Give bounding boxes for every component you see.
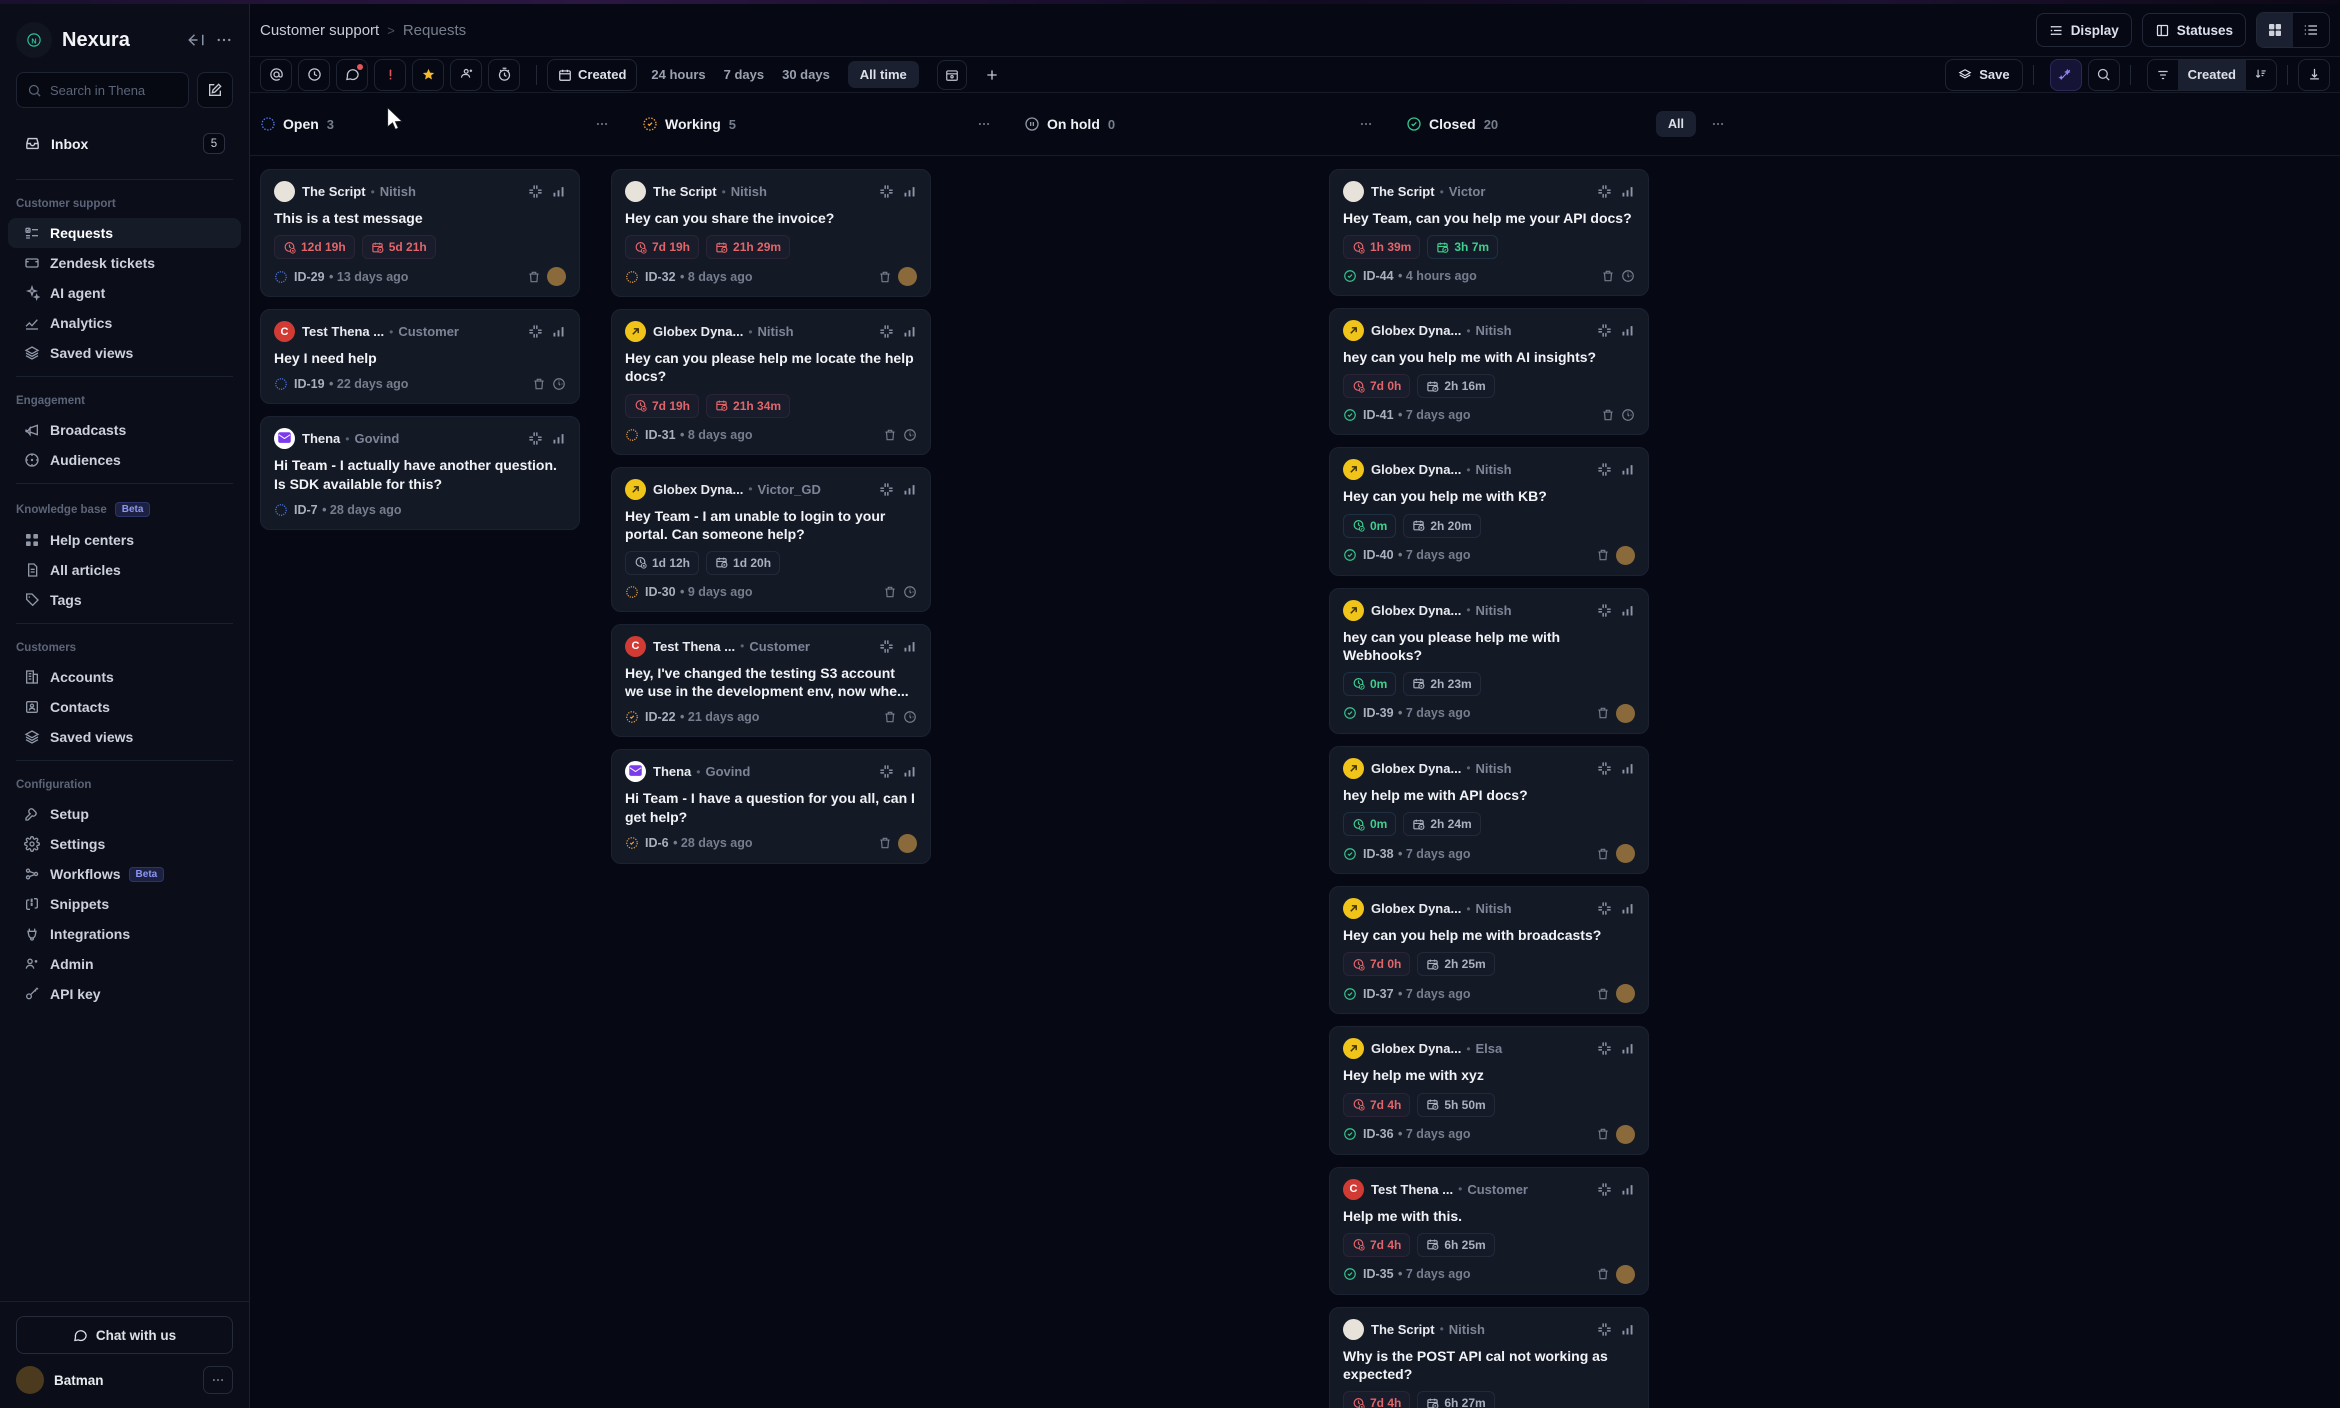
svg-text:N: N — [31, 36, 36, 45]
